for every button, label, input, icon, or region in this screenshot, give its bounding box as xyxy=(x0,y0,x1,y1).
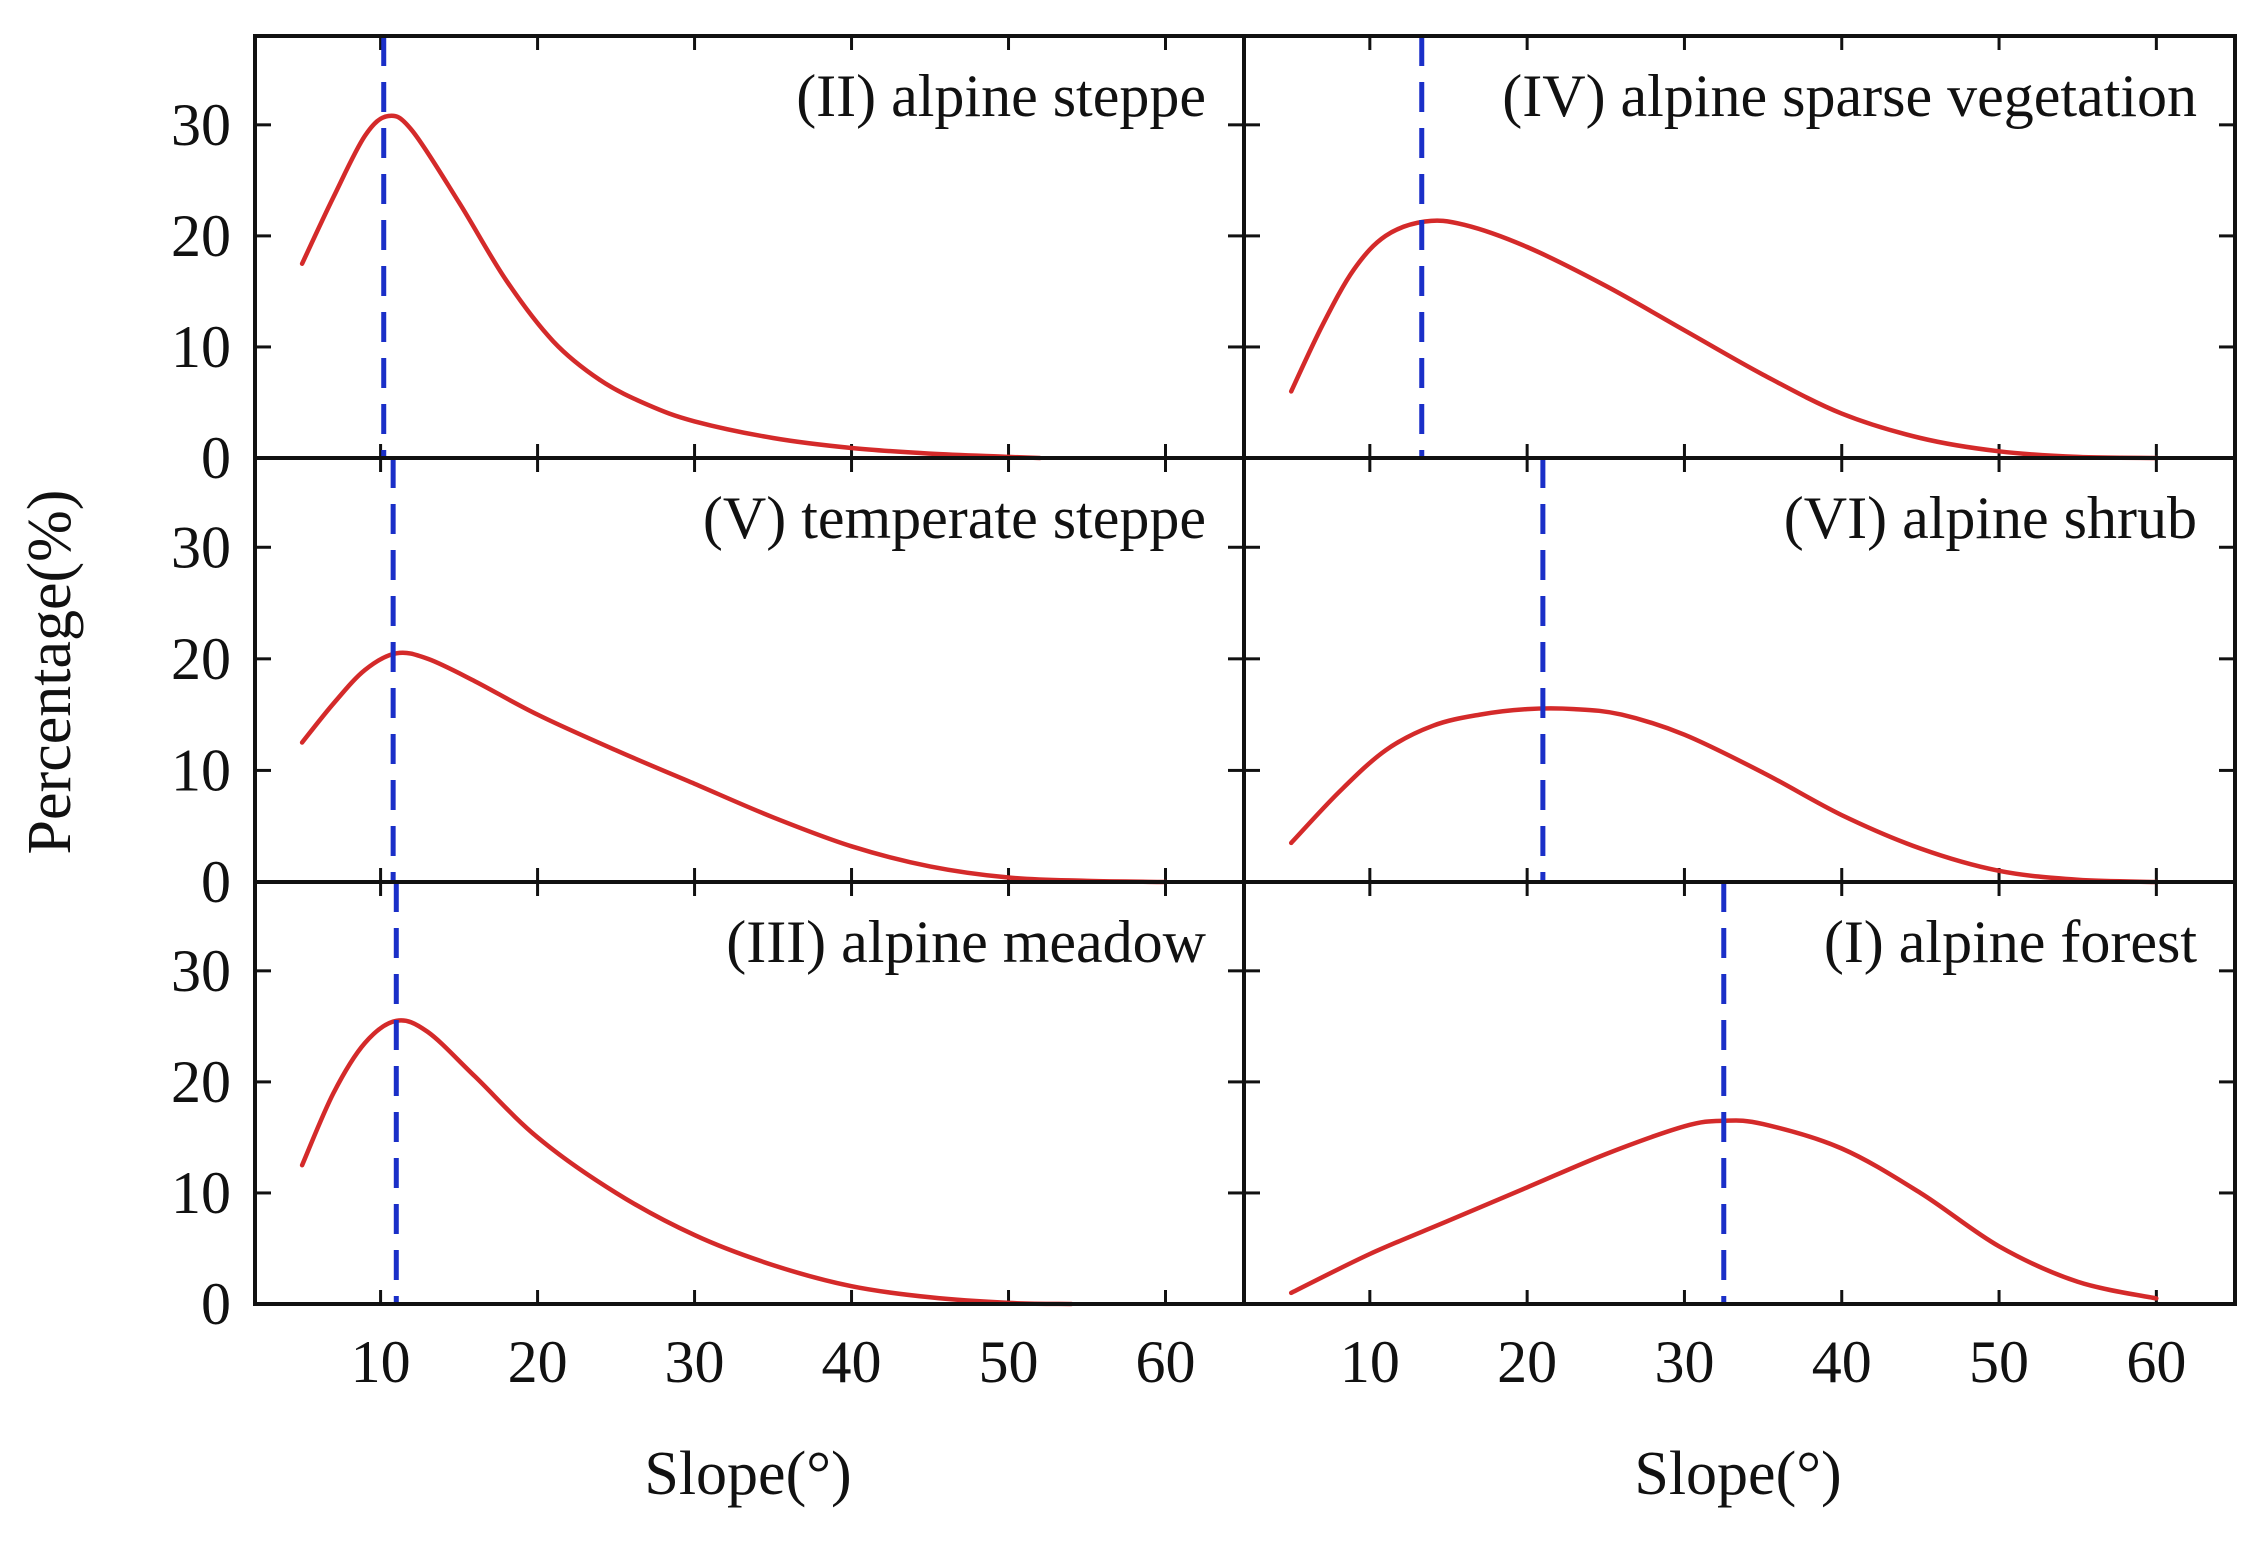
y-tick-label: 0 xyxy=(201,849,231,915)
panel: 0 10 20 30 (V) temperate steppe xyxy=(171,456,1246,915)
x-axis-title-right: Slope(°) xyxy=(1634,1440,1841,1508)
panel-label: (V) temperate steppe xyxy=(703,485,1206,551)
y-tick-label: 10 xyxy=(171,314,231,380)
y-tick-label: 30 xyxy=(171,92,231,158)
y-tick-label: 10 xyxy=(171,1160,231,1226)
x-tick-label: 20 xyxy=(1497,1329,1557,1395)
x-tick-label: 30 xyxy=(1654,1329,1714,1395)
x-tick-label: 60 xyxy=(1136,1329,1196,1395)
panel: (IV) alpine sparse vegetation xyxy=(1242,34,2237,461)
panel-label: (VI) alpine shrub xyxy=(1784,485,2197,551)
panels: 0 10 20 30 (II) alpine steppe (IV) alpine spa… xyxy=(171,34,2237,1395)
y-tick-label: 20 xyxy=(171,203,231,269)
series-line xyxy=(299,113,1043,461)
series-line xyxy=(299,1018,1074,1307)
y-tick-label: 20 xyxy=(171,626,231,692)
panel-label: (I) alpine forest xyxy=(1824,909,2197,975)
y-tick-label: 10 xyxy=(171,737,231,803)
y-tick-label: 20 xyxy=(171,1049,231,1115)
series-line xyxy=(1288,218,2159,461)
x-tick-label: 40 xyxy=(1812,1329,1872,1395)
panel-label: (II) alpine steppe xyxy=(796,63,1206,129)
x-tick-label: 50 xyxy=(979,1329,1039,1395)
y-tick-label: 0 xyxy=(201,425,231,491)
x-tick-label: 60 xyxy=(2126,1329,2186,1395)
y-tick-label: 0 xyxy=(201,1271,231,1337)
y-tick-label: 30 xyxy=(171,514,231,580)
panel: 0 10 20 30 (II) alpine steppe xyxy=(171,34,1246,491)
panel: 0 10 20 30 10 20 30 40 50 60 (III) alpine meadow xyxy=(171,880,1246,1395)
panel: (VI) alpine shrub xyxy=(1242,456,2237,885)
panel-label: (IV) alpine sparse vegetation xyxy=(1502,63,2197,129)
x-tick-label: 10 xyxy=(351,1329,411,1395)
x-tick-label: 20 xyxy=(508,1329,568,1395)
panel-label: (III) alpine meadow xyxy=(726,909,1206,975)
y-tick-label: 30 xyxy=(171,938,231,1004)
series-line xyxy=(1288,706,2159,885)
x-tick-label: 40 xyxy=(822,1329,882,1395)
x-tick-label: 30 xyxy=(665,1329,725,1395)
series-line xyxy=(299,650,1168,885)
x-tick-label: 50 xyxy=(1969,1329,2029,1395)
x-tick-label: 10 xyxy=(1340,1329,1400,1395)
y-axis-title: Percentage(%) xyxy=(16,490,84,855)
x-axis-title-left: Slope(°) xyxy=(644,1440,851,1508)
panel-frame xyxy=(1242,880,2237,1306)
panel: 10 20 30 40 50 60 (I) alpine forest xyxy=(1242,880,2237,1395)
